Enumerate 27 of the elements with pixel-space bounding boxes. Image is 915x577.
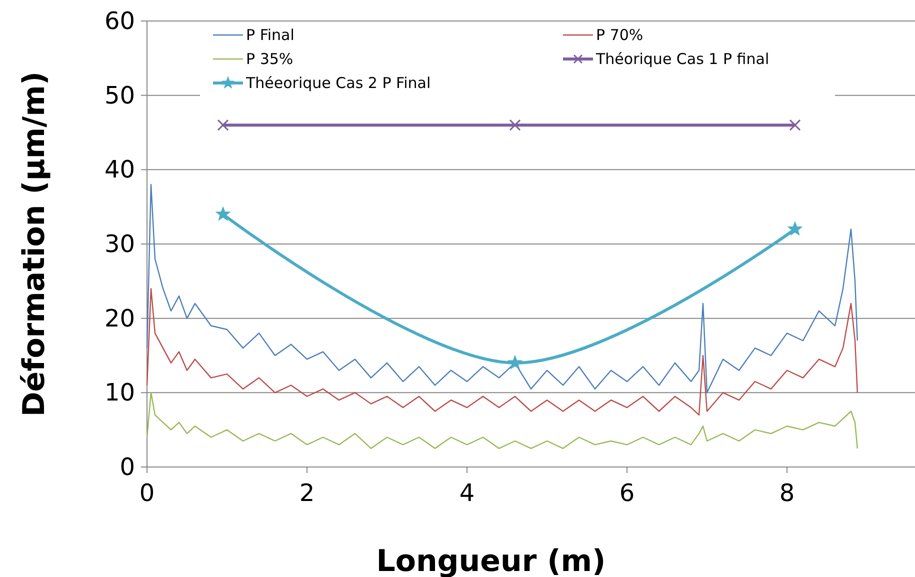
line-series: [146, 392, 858, 450]
point: [508, 356, 522, 369]
legend-label: Théeorique Cas 2 P Final: [245, 74, 431, 92]
y-tick-label: 50: [104, 81, 135, 110]
legend-label: Théorique Cas 1 P final: [595, 50, 770, 68]
y-tick-label: 40: [104, 156, 135, 184]
y-tick-label: 30: [104, 230, 135, 258]
x-tick-label: 4: [459, 479, 475, 507]
legend-label: P Final: [246, 26, 294, 44]
x-tick-label: 2: [299, 479, 315, 507]
y-tick-label: 0: [120, 453, 135, 481]
y-tick-label: 60: [104, 7, 135, 35]
point: [509, 119, 521, 131]
legend-label: P 70%: [596, 26, 644, 44]
x-tick-label: 8: [779, 479, 795, 507]
y-tick-label: 10: [104, 378, 135, 407]
legend-label: P 35%: [246, 50, 294, 68]
x-tick-label: 0: [139, 479, 155, 507]
y-axis-title: Déformation (µm/m): [17, 71, 52, 417]
point: [216, 208, 230, 220]
point: [789, 119, 801, 131]
x-tick-label: 6: [619, 479, 635, 507]
line-series: [146, 184, 858, 394]
y-tick-label: 20: [104, 304, 135, 332]
line-series: [146, 288, 858, 416]
point: [217, 119, 229, 131]
point: [788, 222, 802, 235]
